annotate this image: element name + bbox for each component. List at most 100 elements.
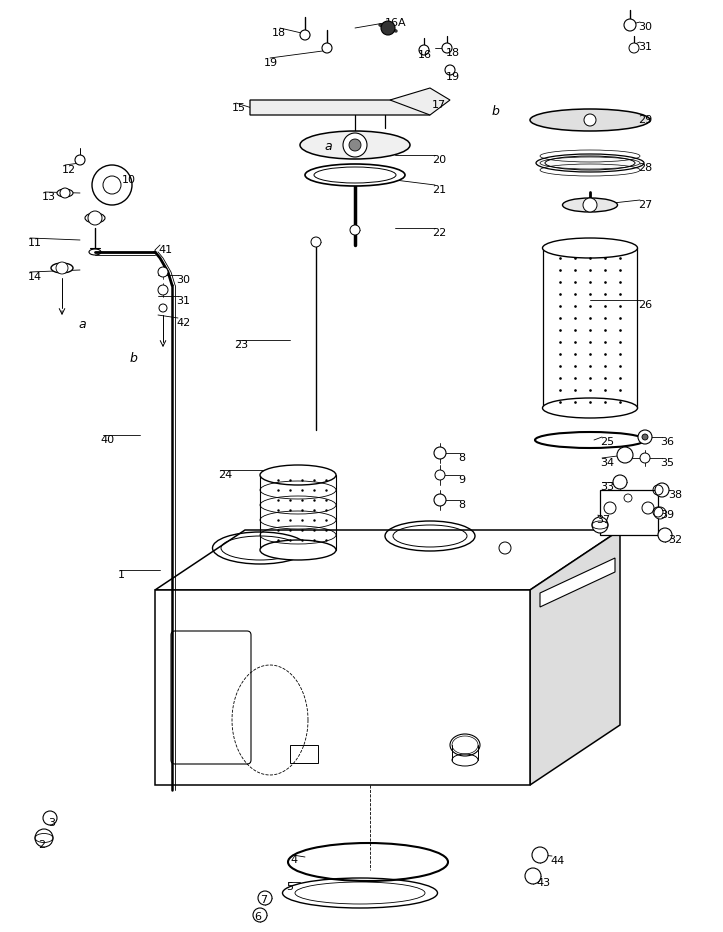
Text: 18: 18: [446, 48, 460, 58]
Text: 20: 20: [432, 155, 446, 165]
Text: 9: 9: [458, 475, 465, 485]
Circle shape: [642, 434, 648, 440]
Text: 13: 13: [42, 192, 56, 202]
Circle shape: [311, 237, 321, 247]
Text: 2: 2: [38, 840, 45, 850]
Circle shape: [158, 285, 168, 295]
Circle shape: [322, 43, 332, 53]
Circle shape: [499, 542, 511, 554]
Text: 33: 33: [600, 482, 614, 492]
Text: 40: 40: [100, 435, 114, 445]
Circle shape: [381, 21, 395, 35]
Text: 14: 14: [28, 272, 42, 282]
Circle shape: [350, 225, 360, 235]
Circle shape: [583, 198, 597, 212]
Text: 12: 12: [62, 165, 76, 175]
Text: 28: 28: [638, 163, 652, 173]
Circle shape: [613, 475, 627, 489]
Text: b: b: [492, 105, 500, 118]
Text: 5: 5: [286, 882, 293, 892]
Text: 37: 37: [596, 515, 610, 525]
Text: 1: 1: [118, 570, 125, 580]
Text: 43: 43: [536, 878, 550, 888]
Polygon shape: [250, 100, 430, 115]
Circle shape: [640, 453, 650, 463]
Text: 41: 41: [158, 245, 172, 255]
Text: 31: 31: [176, 296, 190, 306]
Circle shape: [60, 188, 70, 198]
Text: 15: 15: [232, 103, 246, 113]
Text: 10: 10: [122, 175, 136, 185]
Text: 34: 34: [600, 458, 614, 468]
Text: 31: 31: [638, 42, 652, 52]
Text: 11: 11: [28, 238, 42, 248]
Text: 8: 8: [458, 500, 465, 510]
Text: 4: 4: [290, 855, 297, 865]
Circle shape: [158, 267, 168, 277]
Ellipse shape: [51, 263, 73, 273]
Circle shape: [592, 517, 608, 533]
Text: 26: 26: [638, 300, 652, 310]
Ellipse shape: [305, 164, 405, 186]
Ellipse shape: [260, 540, 336, 560]
Circle shape: [658, 528, 672, 542]
Text: a: a: [78, 318, 85, 331]
Ellipse shape: [85, 213, 105, 223]
Circle shape: [435, 470, 445, 480]
Polygon shape: [530, 530, 620, 785]
Ellipse shape: [542, 398, 638, 418]
Circle shape: [654, 507, 666, 519]
Text: 19: 19: [446, 72, 460, 82]
Polygon shape: [155, 590, 530, 785]
Text: a: a: [324, 140, 332, 153]
Circle shape: [88, 211, 102, 225]
Ellipse shape: [57, 189, 73, 197]
Circle shape: [434, 447, 446, 459]
Text: 38: 38: [668, 490, 682, 500]
Text: 19: 19: [264, 58, 278, 68]
Polygon shape: [390, 88, 450, 115]
Ellipse shape: [542, 238, 638, 258]
Polygon shape: [540, 558, 615, 607]
Circle shape: [253, 908, 267, 922]
Bar: [290, 745, 318, 763]
Ellipse shape: [536, 154, 644, 172]
Text: 3: 3: [48, 818, 55, 828]
Text: 17: 17: [432, 100, 446, 110]
Text: 25: 25: [600, 437, 614, 447]
Text: 18: 18: [272, 28, 286, 38]
Circle shape: [103, 176, 121, 194]
Text: 24: 24: [218, 470, 232, 480]
Text: 35: 35: [660, 458, 674, 468]
Circle shape: [349, 139, 361, 151]
Ellipse shape: [260, 465, 336, 485]
Text: 23: 23: [234, 340, 248, 350]
Polygon shape: [155, 530, 620, 590]
Text: 42: 42: [176, 318, 190, 328]
Circle shape: [655, 483, 669, 497]
Circle shape: [300, 30, 310, 40]
Circle shape: [525, 868, 541, 884]
Circle shape: [343, 133, 367, 157]
Bar: [600, 490, 658, 535]
Text: 8: 8: [458, 453, 465, 463]
Text: b: b: [130, 352, 138, 365]
Circle shape: [43, 811, 57, 825]
Circle shape: [629, 43, 639, 53]
Circle shape: [159, 304, 167, 312]
Text: 30: 30: [638, 22, 652, 32]
Text: 32: 32: [668, 535, 682, 545]
Circle shape: [75, 155, 85, 165]
Text: 36: 36: [660, 437, 674, 447]
Ellipse shape: [530, 109, 650, 131]
Circle shape: [624, 19, 636, 31]
Circle shape: [638, 430, 652, 444]
Circle shape: [442, 43, 452, 53]
Text: 44: 44: [550, 856, 564, 866]
Text: 39: 39: [660, 510, 674, 520]
Text: 27: 27: [638, 200, 652, 210]
Text: 29: 29: [638, 115, 652, 125]
Circle shape: [617, 447, 633, 463]
Text: 22: 22: [432, 228, 446, 238]
Text: 7: 7: [260, 895, 267, 905]
